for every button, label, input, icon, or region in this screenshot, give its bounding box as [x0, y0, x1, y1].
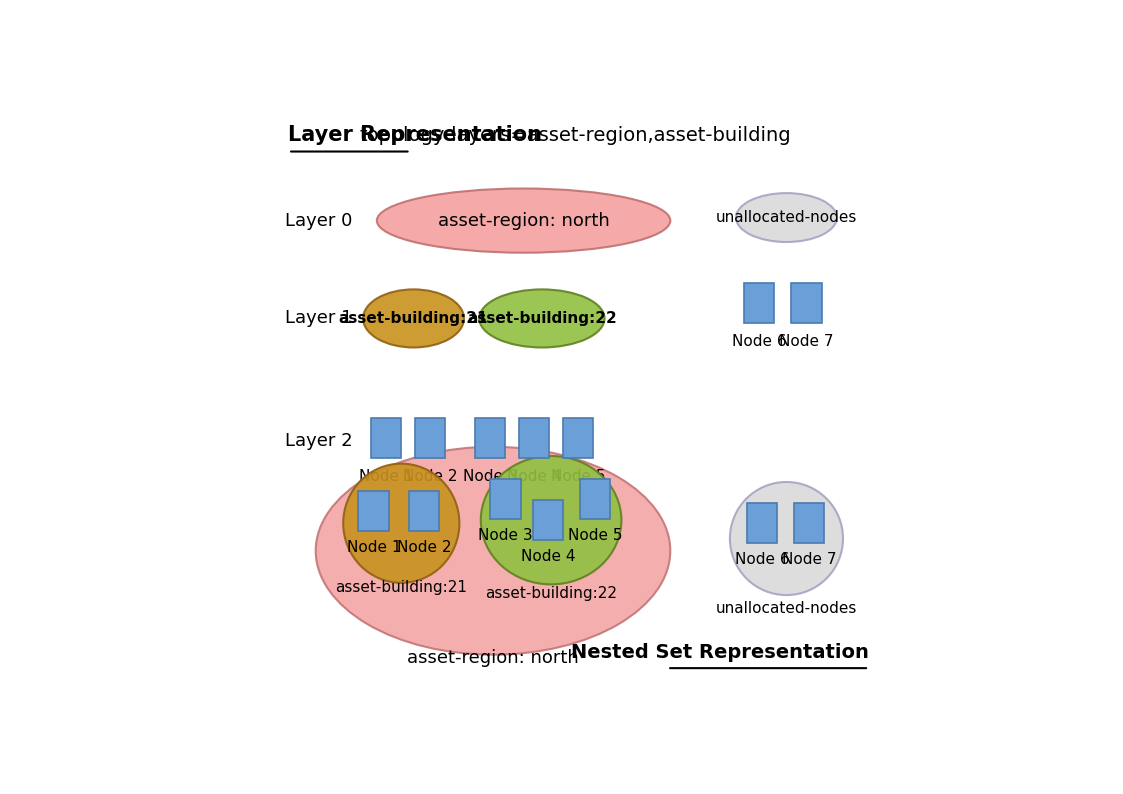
FancyBboxPatch shape — [579, 479, 611, 518]
Ellipse shape — [363, 289, 464, 348]
FancyBboxPatch shape — [371, 418, 401, 457]
Text: Node 3: Node 3 — [478, 528, 532, 543]
Text: Node 7: Node 7 — [779, 334, 834, 349]
Ellipse shape — [316, 447, 670, 655]
FancyBboxPatch shape — [747, 503, 777, 543]
Text: unallocated-nodes: unallocated-nodes — [715, 210, 857, 225]
FancyBboxPatch shape — [358, 491, 389, 531]
Text: asset-region: north: asset-region: north — [438, 212, 610, 229]
Text: Layer 0: Layer 0 — [285, 212, 353, 229]
Text: Node 6: Node 6 — [732, 334, 786, 349]
FancyBboxPatch shape — [409, 491, 439, 531]
Text: asset-region: north: asset-region: north — [408, 649, 578, 667]
Text: topology-layers=asset-region,asset-building: topology-layers=asset-region,asset-build… — [359, 125, 792, 145]
Text: asset-building:22: asset-building:22 — [467, 311, 617, 326]
FancyBboxPatch shape — [490, 479, 521, 518]
FancyBboxPatch shape — [414, 418, 446, 457]
Text: Node 6: Node 6 — [734, 553, 789, 567]
Text: Node 3: Node 3 — [463, 468, 518, 484]
FancyBboxPatch shape — [792, 283, 822, 323]
Text: Layer 2: Layer 2 — [285, 432, 353, 449]
Text: asset-building:21: asset-building:21 — [339, 311, 489, 326]
Text: Node 1: Node 1 — [347, 540, 401, 555]
Text: Nested Set Representation: Nested Set Representation — [572, 643, 869, 662]
Text: Node 2: Node 2 — [403, 468, 457, 484]
Ellipse shape — [377, 188, 670, 252]
Text: Node 1: Node 1 — [358, 468, 413, 484]
Ellipse shape — [480, 289, 604, 348]
Ellipse shape — [481, 456, 621, 584]
Ellipse shape — [344, 464, 459, 583]
Ellipse shape — [730, 482, 843, 595]
Text: Node 5: Node 5 — [568, 528, 622, 543]
Text: asset-building:22: asset-building:22 — [485, 586, 617, 601]
FancyBboxPatch shape — [794, 503, 824, 543]
Text: Node 5: Node 5 — [550, 468, 605, 484]
Text: Layer 1: Layer 1 — [285, 310, 353, 327]
FancyBboxPatch shape — [519, 418, 549, 457]
Text: Node 2: Node 2 — [396, 540, 451, 555]
Text: Layer Representation: Layer Representation — [289, 125, 542, 145]
FancyBboxPatch shape — [532, 500, 564, 540]
FancyBboxPatch shape — [743, 283, 774, 323]
Text: asset-building:21: asset-building:21 — [336, 580, 467, 595]
Ellipse shape — [736, 193, 837, 242]
FancyBboxPatch shape — [475, 418, 505, 457]
Text: Node 7: Node 7 — [782, 553, 837, 567]
Text: unallocated-nodes: unallocated-nodes — [715, 601, 857, 616]
Text: Node 4: Node 4 — [521, 549, 575, 565]
Text: Node 4: Node 4 — [506, 468, 562, 484]
FancyBboxPatch shape — [563, 418, 593, 457]
